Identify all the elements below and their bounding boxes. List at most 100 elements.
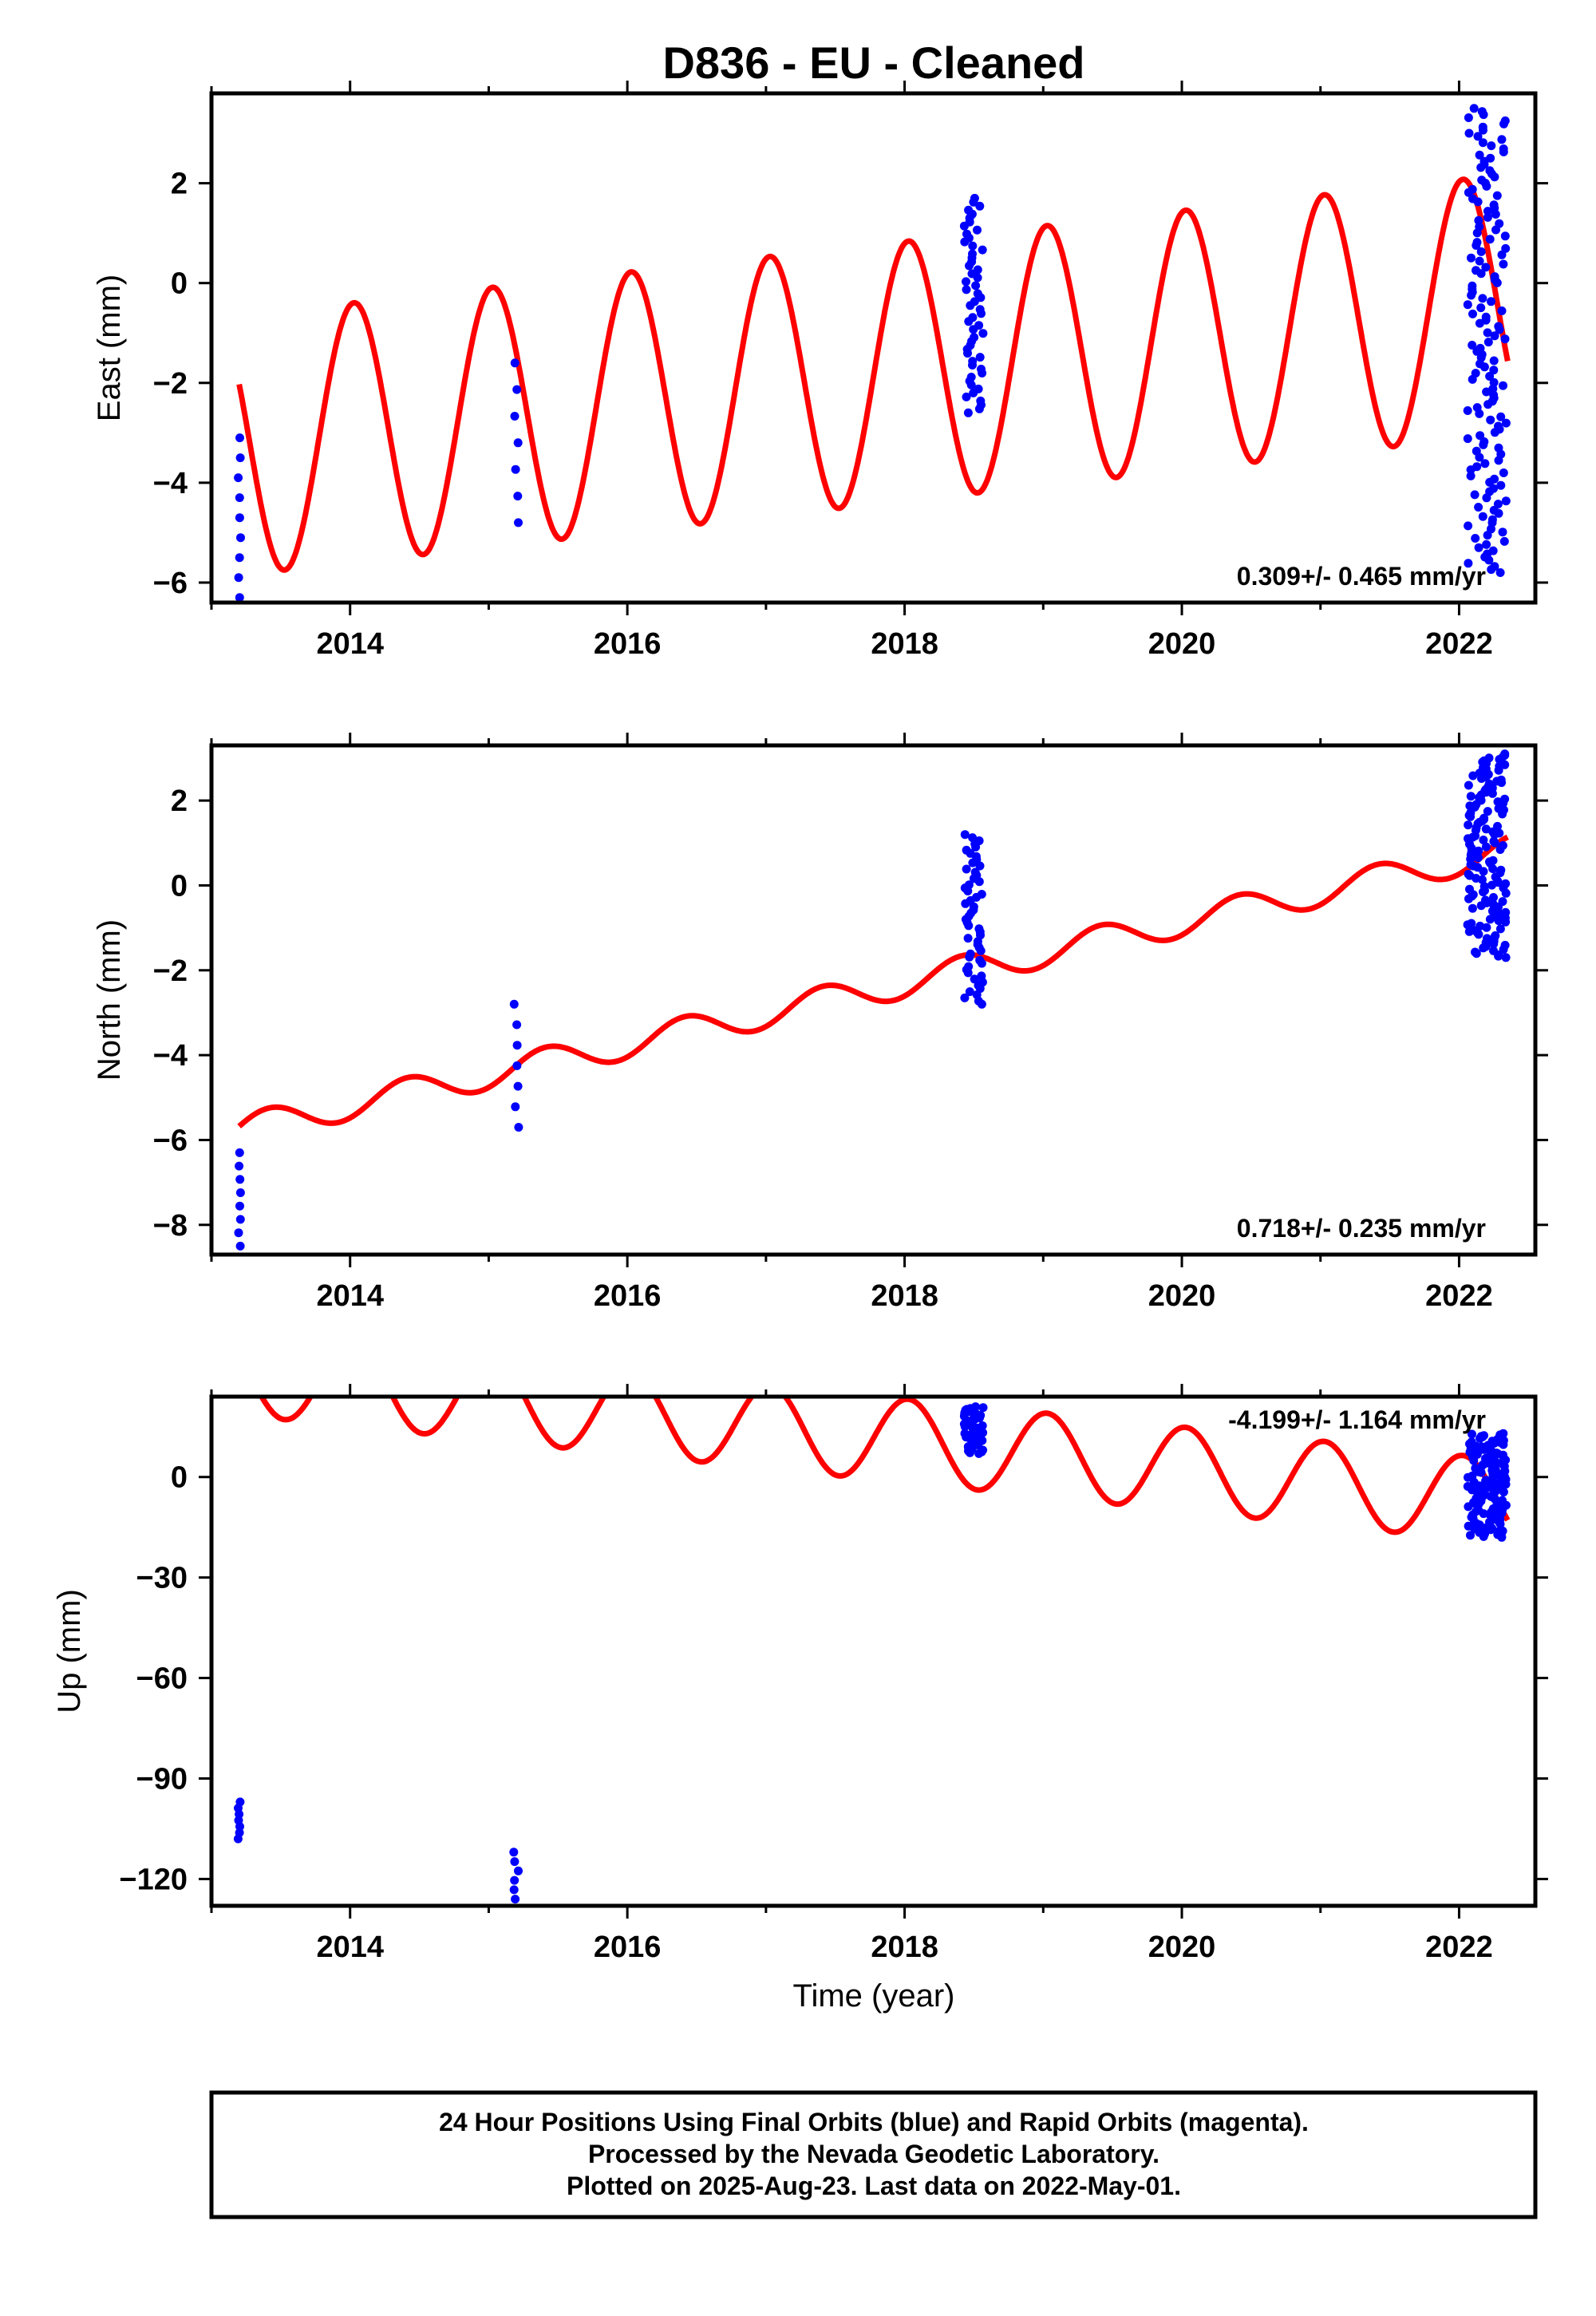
east-data-point bbox=[978, 329, 988, 338]
east-x-tick-label: 2022 bbox=[1425, 627, 1493, 661]
north-data-point bbox=[974, 924, 984, 934]
east-y-tick-label: −2 bbox=[153, 367, 188, 401]
east-data-point bbox=[234, 573, 243, 583]
east-data-point bbox=[1474, 543, 1483, 552]
east-data-point bbox=[1494, 421, 1503, 431]
east-data-point bbox=[973, 289, 982, 298]
north-data-point bbox=[1496, 775, 1506, 785]
east-data-point bbox=[1463, 434, 1472, 444]
north-data-point bbox=[1484, 753, 1494, 763]
east-data-point bbox=[510, 412, 519, 421]
east-data-point bbox=[1500, 231, 1510, 241]
east-data-point bbox=[975, 305, 985, 314]
east-y-tick-label: 2 bbox=[171, 168, 188, 201]
north-data-point bbox=[977, 890, 986, 899]
up-data-point bbox=[509, 1885, 519, 1895]
east-data-point bbox=[966, 373, 976, 381]
north-data-point bbox=[1482, 923, 1491, 932]
east-y-tick-label: 0 bbox=[171, 267, 188, 301]
east-data-point bbox=[970, 193, 979, 203]
up-y-tick-label: −30 bbox=[136, 1562, 188, 1595]
north-data-point bbox=[963, 934, 973, 943]
east-data-point bbox=[1485, 166, 1495, 176]
east-data-point bbox=[963, 408, 973, 417]
east-data-point bbox=[236, 533, 245, 543]
north-data-point bbox=[970, 974, 979, 984]
north-data-point bbox=[1464, 781, 1473, 790]
up-x-tick-label: 2016 bbox=[594, 1931, 662, 1964]
east-data-point bbox=[1478, 294, 1487, 303]
north-data-point bbox=[1479, 813, 1489, 823]
east-data-point bbox=[1485, 372, 1495, 381]
east-data-point bbox=[1473, 132, 1483, 141]
figure-title: D836 - EU - Cleaned bbox=[662, 38, 1084, 88]
north-rate-label: 0.718+/- 0.235 mm/yr bbox=[1237, 1214, 1486, 1243]
north-y-tick-label: −6 bbox=[153, 1124, 188, 1157]
east-data-point bbox=[1476, 247, 1486, 256]
north-data-point bbox=[1496, 865, 1506, 875]
east-data-point bbox=[1479, 437, 1489, 446]
east-y-tick-label: −4 bbox=[153, 467, 188, 500]
east-data-point bbox=[1464, 559, 1473, 568]
east-data-point bbox=[974, 321, 984, 330]
north-data-point bbox=[964, 880, 974, 890]
panels: 2014 2016 2018 2020 2022 −6 −4 −2 0 2 East (mm) 0.3… bbox=[52, 81, 1548, 1964]
north-data-point bbox=[975, 955, 985, 965]
north-model-curve bbox=[237, 834, 1509, 1128]
east-data-point bbox=[1488, 546, 1498, 555]
up-x-tick-label: 2022 bbox=[1425, 1931, 1493, 1964]
north-data-point bbox=[1474, 846, 1483, 856]
east-data-point bbox=[1468, 194, 1477, 204]
up-y-axis-title: Up (mm) bbox=[52, 1589, 87, 1713]
east-data-point bbox=[1477, 107, 1487, 117]
north-y-tick-label: −8 bbox=[153, 1209, 188, 1243]
east-data-point bbox=[513, 492, 523, 501]
east-data-point bbox=[235, 453, 245, 463]
east-data-point bbox=[1466, 471, 1476, 480]
north-data-point bbox=[1481, 895, 1490, 905]
east-data-point bbox=[1463, 300, 1472, 310]
east-data-point bbox=[1497, 250, 1507, 259]
east-data-points bbox=[234, 104, 1511, 603]
north-data-point bbox=[962, 864, 971, 874]
north-data-point bbox=[1500, 794, 1510, 804]
east-data-point bbox=[1477, 176, 1487, 185]
east-data-point bbox=[1472, 266, 1480, 275]
up-data-point bbox=[1488, 1476, 1498, 1486]
north-data-point bbox=[235, 1241, 245, 1251]
east-data-point bbox=[1487, 297, 1495, 306]
east-rate-label: 0.309+/- 0.465 mm/yr bbox=[1237, 562, 1486, 591]
east-data-point bbox=[1483, 328, 1492, 338]
east-data-point bbox=[1474, 503, 1483, 512]
east-data-point bbox=[1486, 415, 1495, 425]
up-data-point bbox=[1463, 1482, 1472, 1491]
east-data-point bbox=[1469, 104, 1479, 113]
east-data-point bbox=[1468, 281, 1477, 290]
north-data-point bbox=[235, 1148, 244, 1157]
east-data-point bbox=[1490, 474, 1499, 484]
north-data-point bbox=[965, 987, 974, 997]
east-data-point bbox=[1495, 219, 1504, 228]
up-data-point bbox=[971, 1402, 980, 1412]
east-y-axis-title: East (mm) bbox=[92, 275, 127, 421]
east-data-point bbox=[1467, 253, 1476, 263]
east-data-point bbox=[968, 313, 978, 322]
north-panel: 2014 2016 2018 2020 2022 −8 −6 −4 −2 0 2 North (mm)… bbox=[92, 733, 1548, 1313]
east-data-point bbox=[1489, 505, 1499, 515]
east-data-point bbox=[1499, 259, 1508, 269]
east-data-point bbox=[971, 281, 981, 290]
north-data-point bbox=[1466, 792, 1476, 801]
up-data-point bbox=[978, 1403, 988, 1413]
east-data-point bbox=[1483, 207, 1492, 216]
east-data-point bbox=[1494, 443, 1503, 453]
north-data-point bbox=[1501, 879, 1511, 888]
up-data-point bbox=[1468, 1471, 1477, 1480]
east-data-point bbox=[510, 358, 519, 368]
north-data-point bbox=[1498, 897, 1507, 907]
east-data-point bbox=[1464, 128, 1474, 138]
north-y-tick-label: −2 bbox=[153, 954, 188, 988]
east-data-point bbox=[1468, 184, 1477, 194]
east-data-point bbox=[964, 205, 974, 215]
east-data-point bbox=[1500, 116, 1510, 125]
north-data-point bbox=[1501, 907, 1511, 917]
